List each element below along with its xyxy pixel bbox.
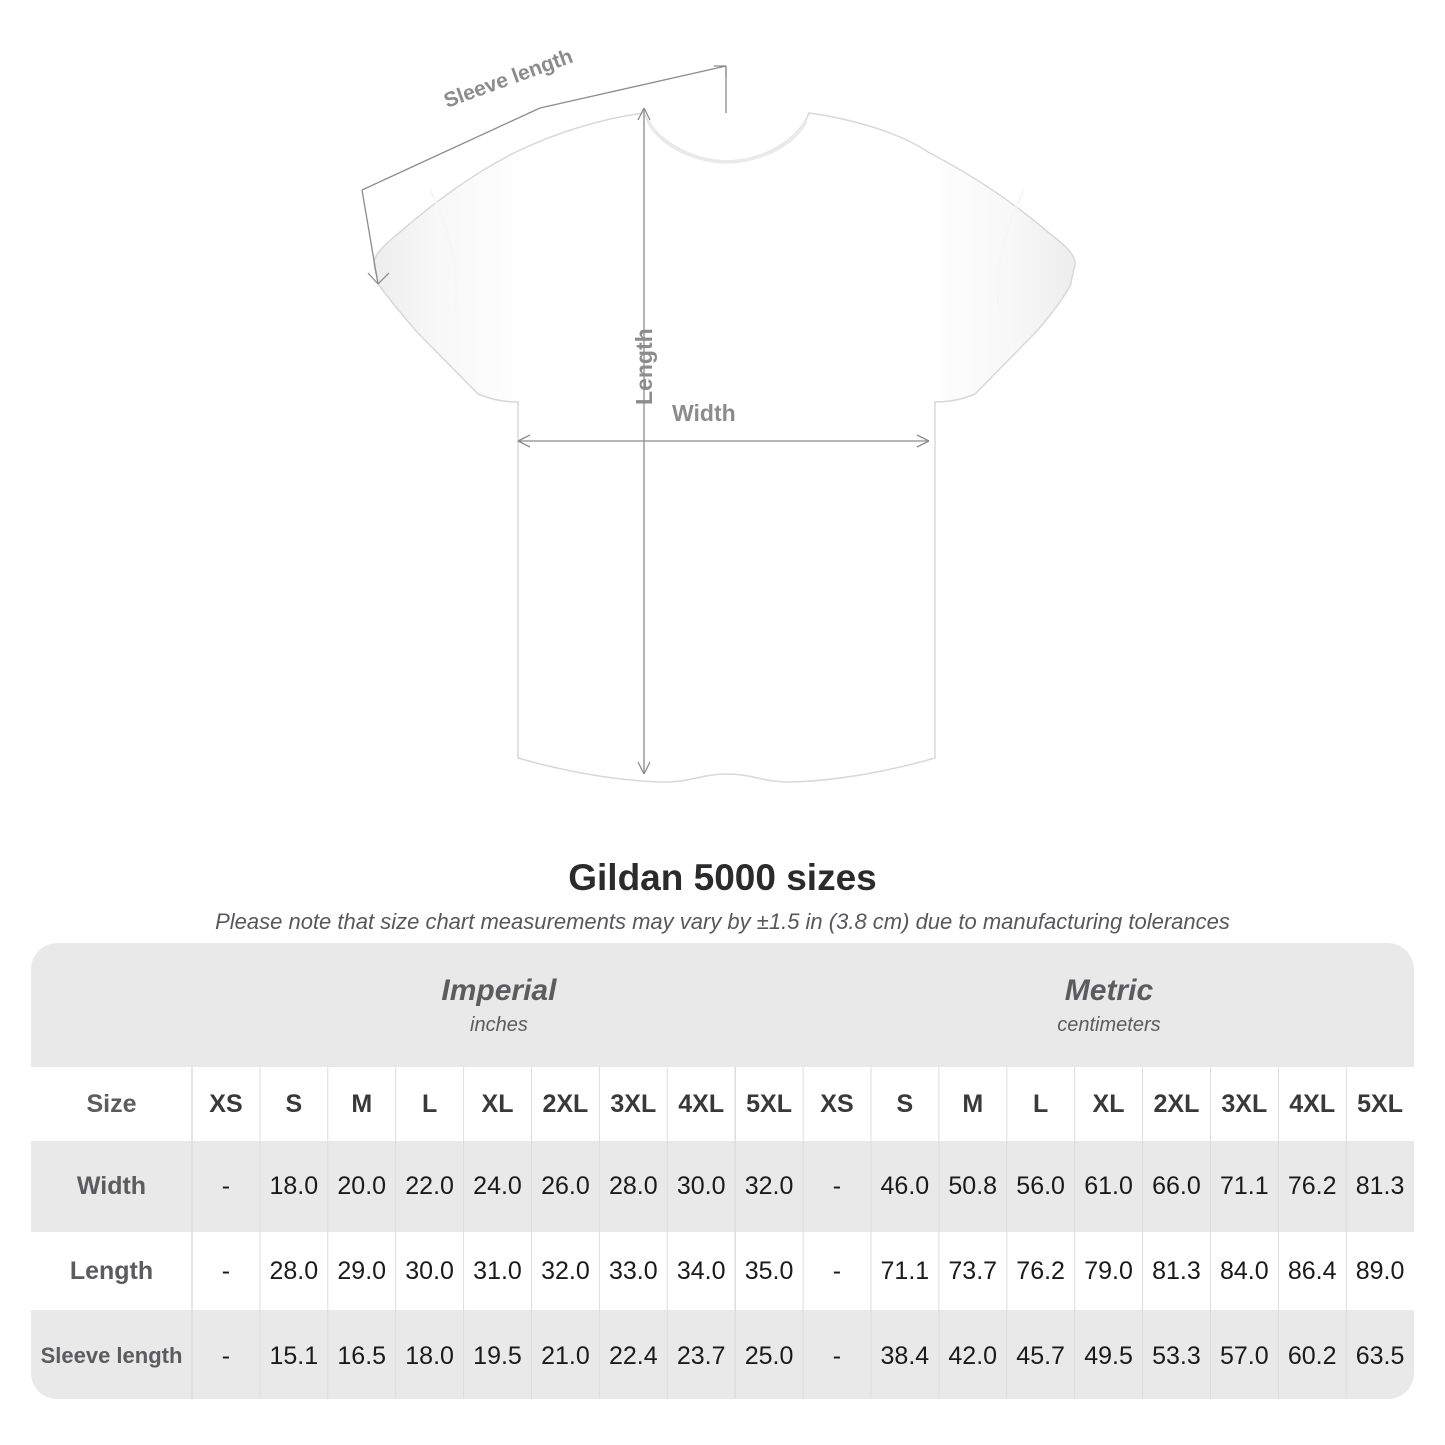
svg-text:Sleeve length: Sleeve length [441,45,576,113]
svg-text:Length: Length [631,328,657,405]
svg-text:Width: Width [672,400,736,426]
